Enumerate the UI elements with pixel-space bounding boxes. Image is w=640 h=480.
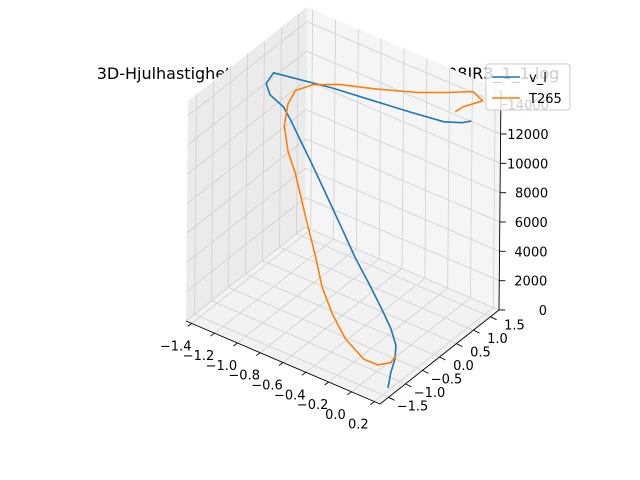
grid-x-back-8 (492, 87, 496, 308)
z-tick-label-0: 0 (539, 304, 547, 319)
grid-x-back-7 (470, 77, 473, 298)
x-tick-3 (255, 352, 261, 357)
grid-z-left-1 (186, 197, 306, 292)
z-tick-label-5: 10000 (507, 157, 548, 172)
grid-z-left-4 (186, 109, 307, 204)
grid-z-left-5 (187, 80, 307, 175)
grid-z-left-3 (186, 138, 307, 234)
z-tick-label-2: 4000 (514, 245, 547, 260)
legend-label-t265: T265 (528, 92, 562, 107)
x-tick-label-2: −1.0 (206, 359, 238, 374)
x-tick-label-1: −1.2 (183, 349, 215, 364)
grid-x-back-6 (447, 68, 451, 289)
y-tick-4 (456, 343, 463, 348)
x-tick-0 (187, 323, 192, 327)
grid-y-left-0 (194, 94, 197, 315)
x-tick-label-0: −1.4 (160, 339, 192, 354)
grid-z-back-2 (305, 167, 500, 252)
grid-y-floor-5 (279, 246, 474, 331)
grid-z-left-2 (186, 168, 306, 263)
z-tick-label-3: 6000 (515, 216, 548, 231)
y-tick-3 (439, 356, 446, 361)
grid-z-back-5 (306, 79, 501, 164)
grid-z-left-6 (187, 50, 307, 146)
grid-y-left-2 (228, 67, 231, 288)
grid-x-back-1 (333, 19, 336, 240)
series-lines (265, 72, 484, 389)
grid-y-floor-6 (296, 233, 491, 318)
legend: v_l T265 (485, 63, 571, 111)
grid-z-back-0 (304, 226, 500, 311)
x-tick-4 (278, 362, 284, 366)
x-tick-label-6: −0.2 (297, 398, 329, 413)
grid-y-floor-4 (262, 260, 457, 344)
y-tick-label-6: 1.5 (504, 319, 525, 334)
x-tick-2 (233, 342, 238, 347)
x-tick-label-8: 0.2 (348, 418, 369, 433)
x-tick-1 (210, 332, 215, 337)
z-tick-label-4: 8000 (515, 187, 548, 202)
grid-x-back-4 (401, 48, 405, 269)
grid-y-floor-1 (211, 300, 406, 385)
z-tick-label-6: 12000 (507, 128, 548, 143)
grid-x-back-2 (355, 28, 359, 249)
y-tick-5 (473, 329, 480, 334)
series-line-v-l (265, 72, 472, 389)
y-tick-label-4: 0.5 (470, 346, 491, 361)
grid-x-back-5 (424, 58, 428, 279)
y-tick-0 (388, 396, 395, 401)
legend-label-v-l: v_l (529, 71, 547, 86)
grid-y-floor-3 (245, 273, 440, 358)
x-tick-label-5: −0.4 (274, 388, 306, 403)
grid-y-floor-2 (228, 287, 423, 371)
grid-z-left-7 (187, 21, 308, 116)
x-tick-label-4: −0.6 (251, 379, 283, 394)
series-line-t265 (283, 83, 484, 366)
y-tick-label-5: 1.0 (487, 332, 508, 347)
grid-z-back-1 (305, 197, 500, 282)
grid-z-back-6 (306, 50, 501, 135)
grid-y-left-5 (279, 27, 282, 248)
y-tick-6 (490, 316, 497, 321)
grid-z-back-3 (305, 138, 500, 223)
grid-z-left-0 (185, 226, 306, 322)
grid-x-back-3 (378, 38, 382, 259)
grid-y-left-6 (296, 13, 299, 234)
x-tick-label-3: −0.8 (228, 369, 260, 384)
grid-x-back-0 (310, 9, 314, 230)
x-tick-8 (370, 401, 375, 405)
y-tick-2 (422, 369, 429, 374)
z-axis-line (498, 89, 502, 311)
grid-y-left-3 (245, 53, 248, 275)
x-tick-7 (347, 391, 352, 396)
y-tick-label-2: −0.5 (431, 372, 463, 387)
y-tick-label-1: −1.0 (414, 386, 446, 401)
x-tick-5 (301, 371, 307, 376)
grid-y-left-1 (211, 80, 214, 301)
x-tick-label-7: 0.0 (325, 408, 346, 423)
grid-z-back-7 (306, 21, 502, 106)
x-tick-6 (324, 381, 329, 386)
grid-y-floor-0 (194, 313, 389, 398)
y-tick-label-3: 0.0 (453, 359, 474, 374)
y-tick-label-0: −1.5 (397, 399, 429, 414)
grid-z-back-4 (305, 109, 501, 194)
axes-grid (185, 9, 502, 402)
grid-y-left-4 (262, 40, 265, 261)
z-tick-label-1: 2000 (514, 275, 547, 290)
y-tick-1 (405, 383, 412, 388)
